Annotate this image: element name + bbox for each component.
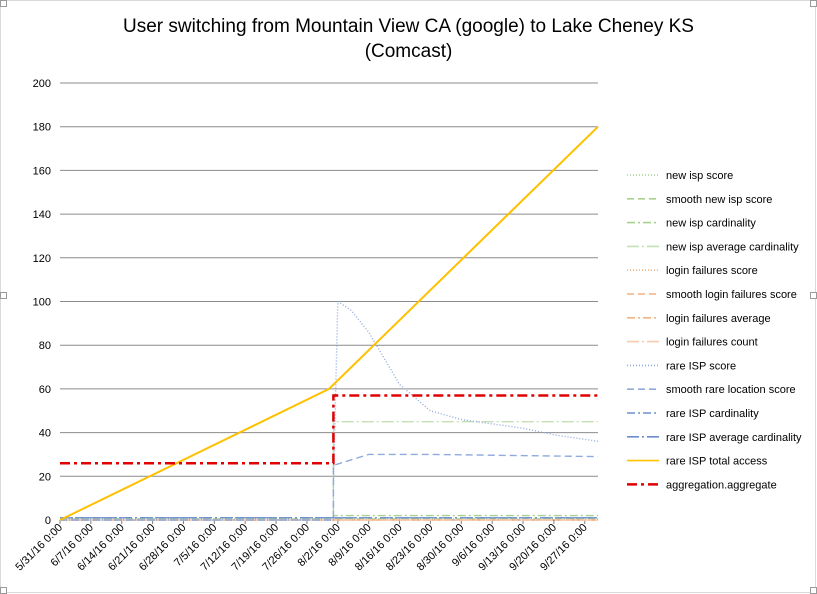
legend-label: rare ISP total access xyxy=(666,456,768,468)
series-line xyxy=(60,453,599,521)
resize-handle-left[interactable] xyxy=(0,292,7,299)
legend-label: aggregation.aggregate xyxy=(666,479,777,491)
y-tick-label: 60 xyxy=(39,384,51,396)
legend-label: rare ISP average cardinality xyxy=(666,432,802,444)
y-tick-label: 120 xyxy=(33,253,51,265)
resize-handle-right[interactable] xyxy=(810,292,817,299)
legend-label: login failures count xyxy=(666,337,758,349)
y-tick-label: 200 xyxy=(33,78,51,90)
chart-title-line2: (Comcast) xyxy=(364,41,453,62)
series-line xyxy=(60,394,598,465)
series-line xyxy=(59,125,599,521)
legend-label: rare ISP cardinality xyxy=(666,408,759,420)
legend-label: rare ISP score xyxy=(666,360,736,372)
legend-label: new isp cardinality xyxy=(666,218,756,230)
resize-handle-bottom-right[interactable] xyxy=(810,587,817,594)
y-tick-label: 40 xyxy=(39,428,51,440)
series-line xyxy=(60,300,599,521)
y-tick-label: 20 xyxy=(39,471,51,483)
y-tick-label: 140 xyxy=(33,209,51,221)
legend-label: smooth login failures score xyxy=(666,289,797,301)
resize-handle-bottom-left[interactable] xyxy=(0,587,7,594)
y-tick-label: 160 xyxy=(33,165,51,177)
y-tick-label: 180 xyxy=(33,122,51,134)
resize-handle-top-left[interactable] xyxy=(0,0,7,7)
legend-label: new isp average cardinality xyxy=(666,241,799,253)
legend-label: login failures score xyxy=(666,265,758,277)
resize-handle-top-right[interactable] xyxy=(810,0,817,7)
legend-label: smooth new isp score xyxy=(666,194,772,206)
legend-label: login failures average xyxy=(666,313,771,325)
y-tick-label: 80 xyxy=(39,340,51,352)
legend-label: new isp score xyxy=(666,170,733,182)
chart-title: User switching from Mountain View CA (go… xyxy=(123,16,694,37)
series-line xyxy=(60,421,598,521)
y-tick-label: 100 xyxy=(33,297,51,309)
y-tick-label: 0 xyxy=(45,515,51,527)
legend-label: smooth rare location score xyxy=(666,384,796,396)
